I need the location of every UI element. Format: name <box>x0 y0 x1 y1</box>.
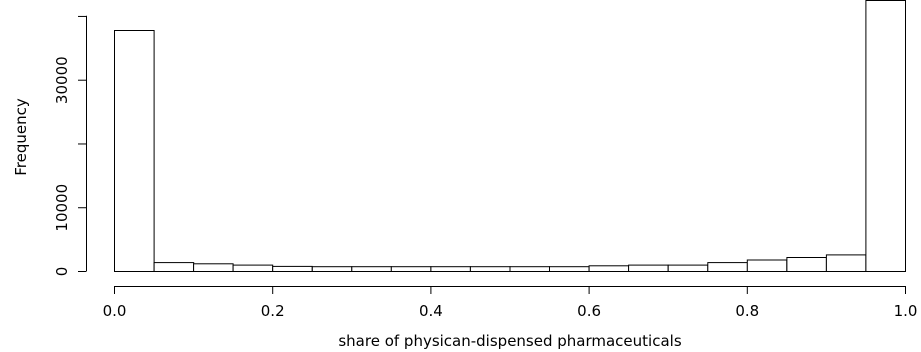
histogram-bar <box>667 264 709 273</box>
histogram-bar <box>628 264 669 273</box>
histogram-bar <box>311 266 353 273</box>
y-tick-label: 30000 <box>53 56 71 104</box>
histogram-bar <box>193 263 234 272</box>
histogram-bar <box>588 265 630 272</box>
x-tick-label: 1.0 <box>894 302 918 320</box>
histogram-bar <box>865 0 907 272</box>
histogram-bar <box>786 257 827 272</box>
y-axis-title: Frequency <box>12 98 30 176</box>
y-tick-label: 0 <box>53 267 71 277</box>
y-axis: 0 10000 30000 <box>53 15 87 277</box>
histogram-bar <box>272 265 313 272</box>
histogram-bar <box>114 30 155 272</box>
x-tick-label: 0.6 <box>577 302 601 320</box>
x-tick-label: 0.0 <box>103 302 127 320</box>
histogram-bar <box>232 264 274 273</box>
histogram-bar <box>430 266 471 273</box>
histogram-bar <box>825 254 867 272</box>
y-tick-label: 10000 <box>53 184 71 232</box>
histogram-bar <box>153 262 195 273</box>
histogram-bar <box>351 266 392 273</box>
bars-group <box>114 0 907 273</box>
histogram-bar <box>707 262 748 273</box>
histogram-bar <box>390 266 432 273</box>
x-tick-label: 0.4 <box>419 302 443 320</box>
histogram-bar <box>549 266 590 273</box>
histogram-bar <box>509 266 550 273</box>
x-tick-label: 0.2 <box>261 302 285 320</box>
x-axis: 0.0 0.2 0.4 0.6 0.8 1.0 <box>103 286 918 320</box>
histogram-bar <box>746 259 788 272</box>
x-axis-title: share of physican-dispensed pharmaceutic… <box>338 332 681 350</box>
x-tick-label: 0.8 <box>735 302 759 320</box>
histogram-bar <box>469 266 511 273</box>
